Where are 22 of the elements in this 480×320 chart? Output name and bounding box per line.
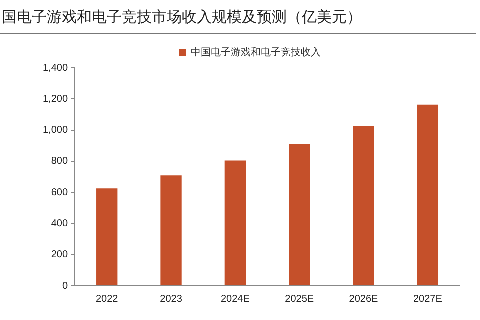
bar xyxy=(417,104,439,286)
bar xyxy=(353,126,374,286)
x-tick-label: 2023 xyxy=(160,294,183,305)
bar xyxy=(289,144,310,286)
y-tick-label: 600 xyxy=(51,187,68,198)
y-tick-label: 400 xyxy=(51,218,68,230)
y-tick-label: 1,400 xyxy=(42,62,68,74)
x-tick-label: 2026E xyxy=(349,294,379,305)
x-tick-label: 2024E xyxy=(220,294,250,305)
chart-title: 国电子游戏和电子竞技市场收入规模及预测（亿美元） xyxy=(0,0,476,34)
y-tick-label: 800 xyxy=(51,156,68,168)
legend-label: 中国电子游戏和电子竞技收入 xyxy=(191,46,321,59)
bar xyxy=(160,176,182,286)
y-tick-label: 200 xyxy=(51,250,68,261)
y-tick-label: 1,200 xyxy=(42,94,68,105)
bar xyxy=(96,188,118,286)
y-tick-label: 0 xyxy=(62,280,68,292)
y-tick-label: 1,000 xyxy=(42,125,68,136)
bar xyxy=(224,160,246,286)
x-tick-label: 2022 xyxy=(96,294,119,305)
x-tick-label: 2025E xyxy=(285,294,314,305)
x-tick-label: 2027E xyxy=(413,294,443,305)
